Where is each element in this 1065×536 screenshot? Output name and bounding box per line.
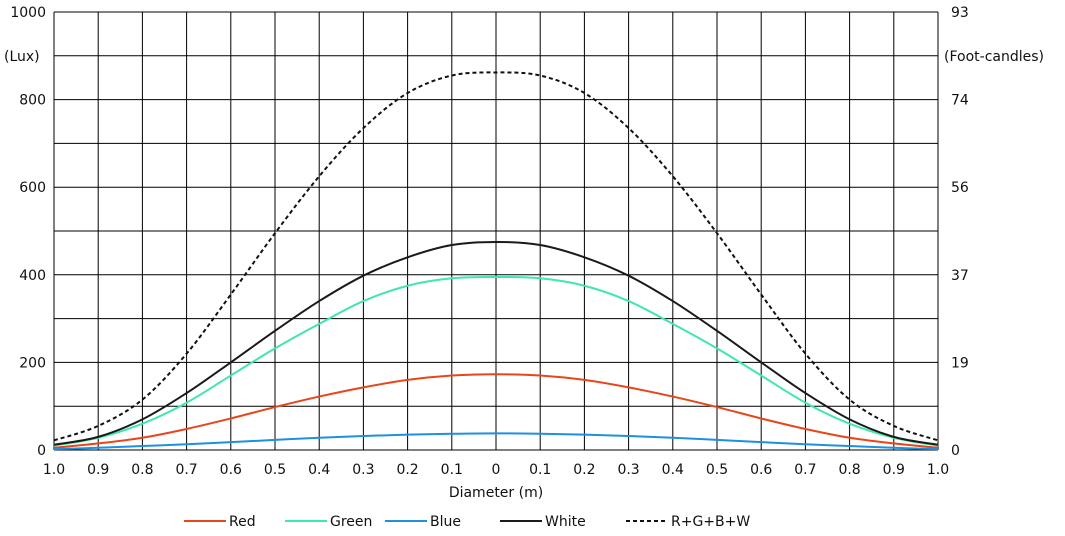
series-line-r-g-b-w — [53, 71, 939, 442]
legend-label: Blue — [430, 514, 461, 530]
legend-label: R+G+B+W — [671, 514, 750, 530]
series-lines — [53, 71, 939, 451]
y2-tick-label: 37 — [951, 268, 969, 284]
x-tick-label: 0.1 — [441, 462, 463, 478]
legend-label: Red — [229, 514, 256, 530]
y-tick-label: 200 — [19, 355, 46, 371]
x-tick-label: 0.3 — [352, 462, 374, 478]
x-tick-label: 0.8 — [131, 462, 153, 478]
series-line-green — [53, 275, 939, 447]
x-tick-label: 0.4 — [662, 462, 684, 478]
x-tick-label: 0.2 — [573, 462, 595, 478]
y-tick-label: 600 — [19, 180, 46, 196]
x-tick-label: 0.3 — [617, 462, 639, 478]
y-tick-label: 0 — [37, 443, 46, 459]
y2-tick-label: 74 — [951, 93, 969, 109]
y2-tick-label: 93 — [951, 5, 969, 21]
x-axis-label: Diameter (m) — [449, 485, 543, 501]
legend: Red Green Blue White R+G+B+W — [184, 514, 750, 530]
legend-label: White — [545, 514, 586, 530]
x-tick-label: 0.6 — [750, 462, 772, 478]
series-line-red — [53, 373, 939, 449]
x-tick-label: 0.9 — [883, 462, 905, 478]
y-tick-label: 1000 — [10, 5, 46, 21]
y-tick-label: 400 — [19, 268, 46, 284]
series-line-white — [53, 240, 939, 446]
series-line-blue — [53, 432, 939, 451]
tick-labels: 1.0 0.9 0.8 0.7 0.6 0.5 0.4 0.3 0.2 0.1 0 0.1 0.2 0.3… — [10, 5, 969, 478]
x-tick-label: 0 — [492, 462, 501, 478]
x-tick-label: 0.1 — [529, 462, 551, 478]
y-tick-label: 800 — [19, 93, 46, 109]
x-tick-label: 0.5 — [264, 462, 286, 478]
x-tick-label: 0.2 — [396, 462, 418, 478]
y2-tick-label: 56 — [951, 180, 969, 196]
x-tick-label: 1.0 — [927, 462, 949, 478]
y2-axis-label: (Foot-candles) — [944, 49, 1044, 65]
y2-tick-label: 19 — [951, 355, 969, 371]
x-tick-label: 0.8 — [838, 462, 860, 478]
x-tick-label: 0.5 — [706, 462, 728, 478]
x-tick-label: 0.4 — [308, 462, 330, 478]
x-tick-label: 0.7 — [794, 462, 816, 478]
y2-tick-label: 0 — [951, 443, 960, 459]
x-tick-label: 1.0 — [43, 462, 65, 478]
grid-lines — [53, 11, 939, 451]
x-tick-label: 0.9 — [87, 462, 109, 478]
legend-label: Green — [330, 514, 372, 530]
y-axis-label: (Lux) — [4, 49, 40, 65]
x-tick-label: 0.7 — [175, 462, 197, 478]
x-tick-label: 0.6 — [220, 462, 242, 478]
